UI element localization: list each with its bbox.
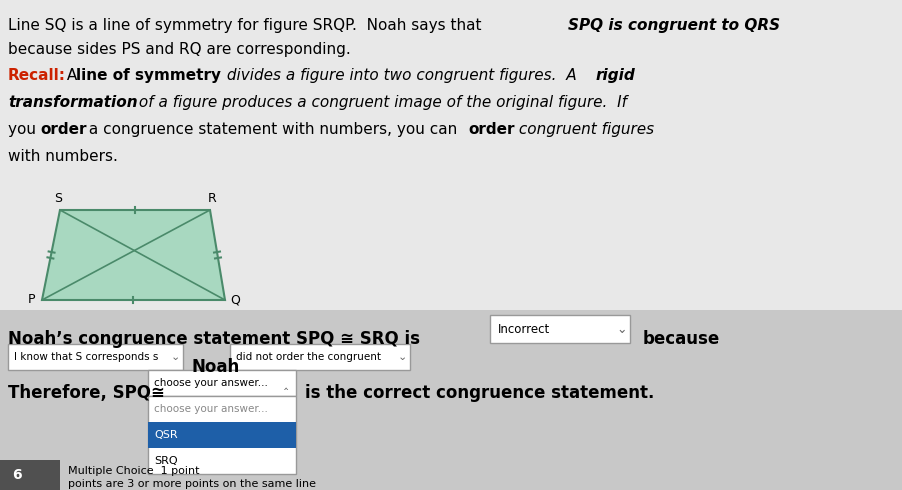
- Text: order: order: [467, 122, 514, 137]
- Text: Incorrect: Incorrect: [497, 322, 549, 336]
- Text: choose your answer...: choose your answer...: [154, 404, 268, 414]
- FancyBboxPatch shape: [490, 315, 630, 343]
- Text: S: S: [54, 192, 62, 205]
- Text: you: you: [8, 122, 41, 137]
- FancyBboxPatch shape: [148, 422, 296, 448]
- Text: transformation: transformation: [8, 95, 137, 110]
- Text: line of symmetry: line of symmetry: [76, 68, 221, 83]
- Text: is the correct congruence statement.: is the correct congruence statement.: [305, 384, 654, 402]
- Text: Noah’s congruence statement SPQ ≅ SRQ is: Noah’s congruence statement SPQ ≅ SRQ is: [8, 330, 419, 348]
- Text: R: R: [207, 192, 216, 205]
- Text: 6: 6: [12, 468, 22, 482]
- FancyBboxPatch shape: [8, 344, 183, 370]
- Text: order: order: [40, 122, 87, 137]
- Text: ⌄: ⌄: [615, 322, 626, 336]
- Text: Line SQ is a line of symmetry for figure SRQP.  Noah says that: Line SQ is a line of symmetry for figure…: [8, 18, 486, 33]
- Text: because: because: [642, 330, 720, 348]
- FancyBboxPatch shape: [148, 370, 296, 396]
- Text: Recall:: Recall:: [8, 68, 66, 83]
- Text: Q: Q: [230, 293, 240, 306]
- Text: I know that S corresponds s: I know that S corresponds s: [14, 352, 158, 362]
- Text: a congruence statement with numbers, you can: a congruence statement with numbers, you…: [84, 122, 462, 137]
- FancyBboxPatch shape: [0, 0, 902, 310]
- FancyBboxPatch shape: [0, 460, 60, 490]
- Text: Noah: Noah: [192, 358, 240, 376]
- Text: SRQ: SRQ: [154, 456, 178, 466]
- Text: divides a figure into two congruent figures.  A: divides a figure into two congruent figu…: [222, 68, 581, 83]
- Text: did not order the congruent: did not order the congruent: [235, 352, 381, 362]
- Text: points are 3 or more points on the same line: points are 3 or more points on the same …: [68, 479, 316, 489]
- Text: with numbers.: with numbers.: [8, 149, 118, 164]
- Text: choose your answer...: choose your answer...: [154, 378, 268, 388]
- Text: Therefore, SPQ≅: Therefore, SPQ≅: [8, 384, 165, 402]
- Text: QSR: QSR: [154, 430, 178, 440]
- Text: ⌄: ⌄: [170, 352, 180, 362]
- Text: A: A: [62, 68, 82, 83]
- FancyBboxPatch shape: [148, 396, 296, 474]
- Text: P: P: [28, 293, 36, 306]
- Text: of a figure produces a congruent image of the original figure.  If: of a figure produces a congruent image o…: [133, 95, 626, 110]
- Text: ‸: ‸: [284, 376, 288, 390]
- Text: ⌄: ⌄: [398, 352, 407, 362]
- Text: because sides PS and RQ are corresponding.: because sides PS and RQ are correspondin…: [8, 42, 350, 57]
- Text: congruent figures: congruent figures: [513, 122, 653, 137]
- FancyBboxPatch shape: [230, 344, 410, 370]
- Text: Multiple Choice  1 point: Multiple Choice 1 point: [68, 466, 199, 476]
- Text: SPQ is congruent to QRS: SPQ is congruent to QRS: [567, 18, 779, 33]
- Text: rigid: rigid: [595, 68, 635, 83]
- Polygon shape: [42, 210, 225, 300]
